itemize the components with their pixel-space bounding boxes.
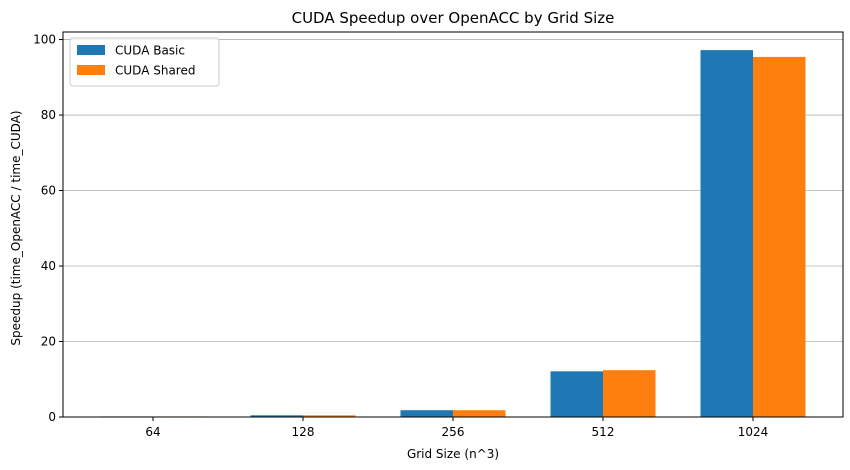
- y-tick-label: 40: [41, 259, 56, 273]
- bar: [453, 410, 506, 417]
- x-tick-label: 128: [292, 425, 315, 439]
- y-tick-label: 60: [41, 184, 56, 198]
- bar: [400, 410, 453, 417]
- y-tick-label: 100: [33, 33, 56, 47]
- x-tick-label: 1024: [738, 425, 769, 439]
- legend: CUDA Basic CUDA Shared: [69, 37, 220, 87]
- legend-label: CUDA Basic: [115, 44, 185, 58]
- legend-swatch: [77, 45, 105, 55]
- x-tick-label: 256: [442, 425, 465, 439]
- chart-title: CUDA Speedup over OpenACC by Grid Size: [292, 9, 615, 27]
- y-tick-label: 80: [41, 108, 56, 122]
- x-axis: 64 128 256 512 1024: [145, 417, 768, 439]
- y-axis-label: Speedup (time_OpenACC / time_CUDA): [9, 110, 23, 345]
- bar: [550, 371, 603, 417]
- bars: [100, 50, 806, 417]
- legend-swatch: [77, 65, 105, 75]
- legend-box: [69, 37, 220, 87]
- x-tick-label: 512: [592, 425, 615, 439]
- y-axis: 0 20 40 60 80 100: [33, 33, 63, 424]
- bar: [303, 415, 356, 417]
- bar: [603, 370, 656, 417]
- legend-label: CUDA Shared: [115, 64, 195, 78]
- bar: [700, 50, 753, 417]
- x-tick-label: 64: [145, 425, 160, 439]
- bar: [250, 415, 303, 417]
- y-tick-label: 0: [48, 410, 56, 424]
- bar: [753, 56, 806, 417]
- y-tick-label: 20: [41, 335, 56, 349]
- x-axis-label: Grid Size (n^3): [407, 447, 499, 461]
